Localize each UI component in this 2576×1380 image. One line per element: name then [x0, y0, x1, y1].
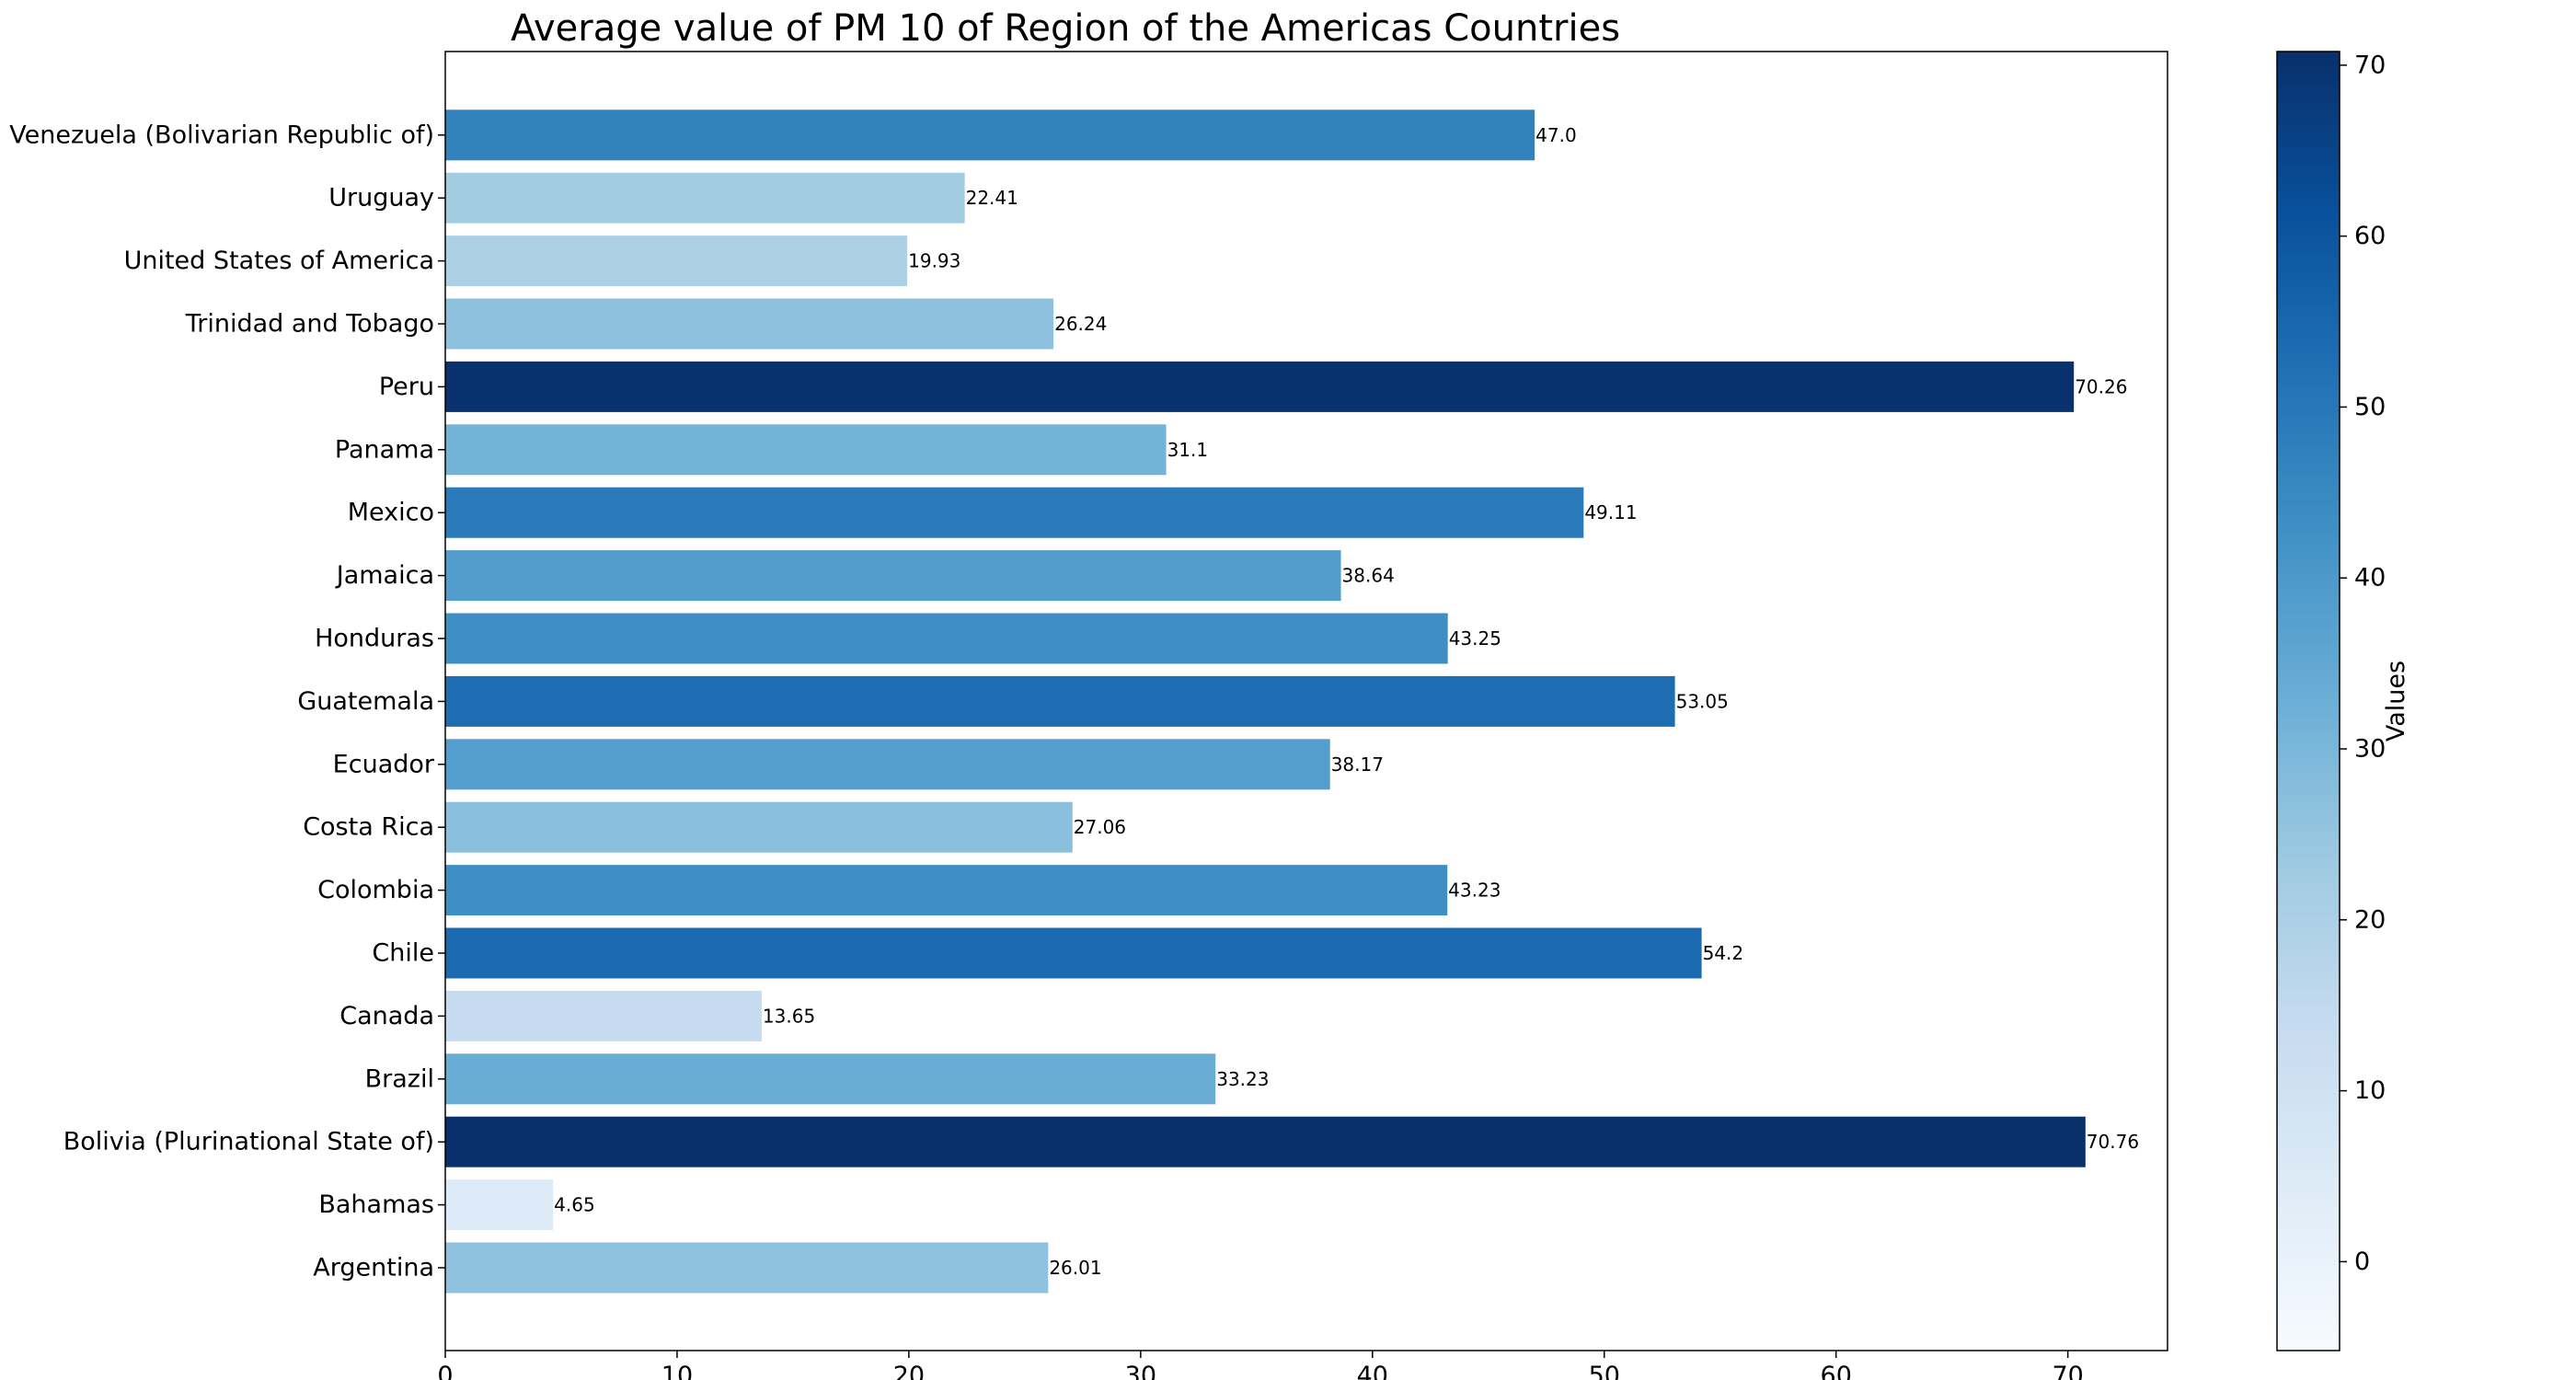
data-label: 26.01	[1049, 1257, 1101, 1279]
bar	[445, 927, 1702, 979]
bar	[445, 865, 1448, 916]
colorbar	[2276, 51, 2340, 1351]
data-label: 47.0	[1535, 124, 1577, 146]
colorbar-tick-label: 70	[2354, 51, 2386, 79]
plot-frame	[444, 51, 2168, 1351]
bar	[445, 424, 1167, 476]
bar	[445, 1179, 554, 1231]
data-label: 53.05	[1676, 690, 1729, 712]
y-tick-label: Colombia	[317, 876, 434, 904]
x-tick-label: 40	[1357, 1362, 1388, 1380]
y-tick-label: Jamaica	[335, 561, 434, 590]
y-tick-label: Brazil	[365, 1064, 434, 1093]
x-tick-label: 50	[1589, 1362, 1620, 1380]
data-label: 43.23	[1448, 880, 1501, 902]
x-tick-label: 30	[1125, 1362, 1156, 1380]
bar	[445, 990, 762, 1041]
bar	[445, 1053, 1216, 1105]
colorbar-tick-label: 50	[2354, 393, 2386, 421]
y-tick-label: Guatemala	[297, 687, 434, 716]
y-tick-label: Uruguay	[328, 184, 434, 213]
chart-title: Average value of PM 10 of Region of the …	[511, 7, 1620, 50]
bar	[445, 739, 1330, 790]
bar-group	[445, 109, 2086, 1294]
data-labels: 26.01 4.65 70.76 33.23 13.65 54.2 43.23 27.06 38…	[554, 124, 2139, 1279]
bar	[445, 675, 1675, 727]
y-tick-label: Trinidad and Tobago	[185, 310, 434, 339]
data-label: 38.64	[1342, 565, 1395, 587]
y-tick-label: Mexico	[348, 499, 434, 527]
colorbar-ticks: 0 10 20 30 40 50 60 70	[2340, 51, 2386, 1276]
data-label: 54.2	[1703, 942, 1744, 964]
bar	[445, 236, 908, 287]
y-tick-label: Panama	[335, 435, 434, 464]
colorbar-tick-label: 30	[2354, 735, 2386, 764]
bar	[445, 298, 1054, 350]
bar	[445, 1242, 1049, 1294]
y-tick-label: Venezuela (Bolivarian Republic of)	[9, 121, 434, 149]
bar	[445, 801, 1073, 853]
y-tick-label: Chile	[372, 939, 434, 968]
data-label: 70.76	[2087, 1131, 2139, 1153]
data-label: 19.93	[908, 250, 960, 272]
bar	[445, 550, 1341, 602]
category-labels: Argentina Bahamas Bolivia (Plurinational S…	[9, 121, 445, 1282]
y-tick-label: Bolivia (Plurinational State of)	[63, 1128, 434, 1156]
colorbar-tick-label: 0	[2354, 1248, 2370, 1276]
x-tick-label: 10	[661, 1362, 693, 1380]
x-axis-ticks: 0 10 20 30 40 50 60 70	[437, 1351, 2084, 1380]
colorbar-tick-label: 10	[2354, 1076, 2386, 1105]
x-tick-label: 20	[893, 1362, 925, 1380]
data-label: 26.24	[1054, 313, 1107, 335]
y-tick-label: United States of America	[124, 247, 434, 275]
x-tick-label: 70	[2052, 1362, 2083, 1380]
colorbar-tick-label: 60	[2354, 222, 2386, 250]
bar	[445, 1116, 2086, 1167]
data-label: 43.25	[1449, 627, 1501, 650]
colorbar-label: Values	[2382, 661, 2410, 742]
x-tick-label: 60	[1821, 1362, 1852, 1380]
y-tick-label: Honduras	[315, 625, 434, 653]
data-label: 22.41	[966, 187, 1018, 209]
bar	[445, 361, 2075, 412]
bar	[445, 487, 1584, 538]
data-label: 33.23	[1216, 1068, 1269, 1090]
colorbar-tick-label: 40	[2354, 564, 2386, 592]
bar	[445, 613, 1448, 664]
x-tick-label: 0	[437, 1362, 453, 1380]
y-tick-label: Peru	[379, 373, 434, 401]
bar	[445, 109, 1535, 161]
bar	[445, 172, 965, 224]
y-tick-label: Argentina	[313, 1254, 434, 1282]
colorbar-tick-label: 20	[2354, 905, 2386, 934]
y-tick-label: Canada	[339, 1002, 434, 1030]
y-tick-label: Ecuador	[333, 750, 435, 778]
data-label: 38.17	[1331, 753, 1384, 776]
data-label: 4.65	[554, 1194, 595, 1216]
data-label: 13.65	[763, 1005, 815, 1027]
data-label: 27.06	[1074, 816, 1126, 838]
data-label: 49.11	[1584, 501, 1637, 523]
data-label: 31.1	[1167, 439, 1209, 461]
y-tick-label: Costa Rica	[303, 813, 434, 842]
data-label: 70.26	[2075, 375, 2127, 397]
y-tick-label: Bahamas	[318, 1190, 434, 1219]
